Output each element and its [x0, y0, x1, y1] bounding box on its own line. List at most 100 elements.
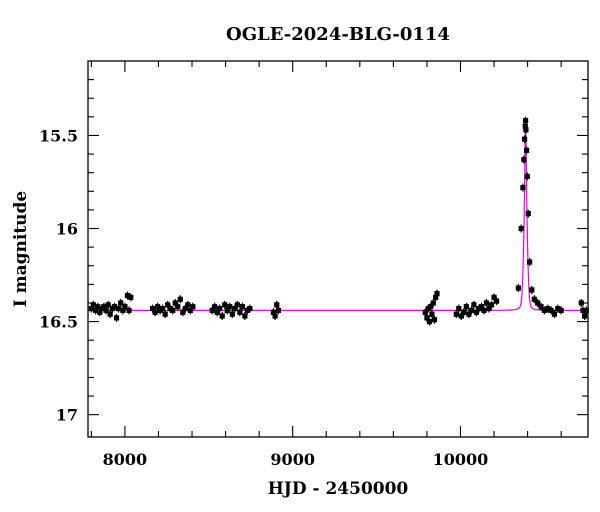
data-point [222, 302, 228, 308]
data-point [118, 300, 124, 306]
data-points [88, 116, 589, 326]
data-point [580, 307, 586, 314]
data-point [209, 307, 215, 314]
data-point [229, 311, 235, 317]
data-point [185, 302, 191, 308]
data-point [95, 304, 101, 310]
axis-ticks [88, 61, 588, 437]
data-point [531, 296, 537, 302]
data-point [493, 298, 500, 304]
data-point [172, 300, 178, 306]
data-point [471, 302, 477, 308]
data-point [515, 285, 521, 291]
data-point [430, 300, 436, 306]
data-point [431, 317, 438, 323]
data-point [177, 296, 183, 302]
y-axis-label: I magnitude [11, 191, 31, 308]
data-point [523, 147, 530, 153]
y-tick-label: 16.5 [39, 313, 78, 332]
data-point [170, 307, 176, 314]
data-point [237, 309, 243, 315]
data-point [548, 307, 554, 314]
data-point [483, 300, 490, 306]
data-point [429, 311, 435, 317]
data-point [518, 225, 524, 232]
data-point [486, 305, 492, 312]
data-point [422, 309, 428, 315]
data-point [578, 300, 584, 306]
chart-title: OGLE-2024-BLG-0114 [226, 24, 450, 45]
data-point [583, 307, 589, 314]
data-point [187, 307, 193, 314]
data-point [160, 305, 166, 312]
data-point [124, 292, 131, 299]
data-point [128, 294, 134, 300]
data-point [453, 311, 459, 317]
x-tick-label: 10000 [433, 450, 489, 469]
data-point [468, 307, 474, 314]
data-point [529, 287, 535, 293]
data-point [424, 315, 430, 321]
data-point [122, 304, 128, 310]
data-point [466, 311, 472, 317]
data-point [239, 304, 245, 310]
data-point [126, 307, 132, 314]
data-point [224, 307, 230, 314]
data-point [120, 307, 126, 314]
data-point [545, 305, 551, 312]
data-point [270, 309, 277, 315]
data-point [232, 305, 238, 312]
model-curve [88, 121, 588, 311]
plot-frame [87, 60, 589, 438]
y-tick-label: 16 [56, 220, 78, 239]
data-point [90, 302, 96, 308]
data-point [113, 315, 120, 321]
data-point [103, 307, 109, 314]
y-tick-label: 15.5 [39, 126, 78, 145]
data-point [535, 300, 541, 306]
data-point [551, 311, 558, 317]
data-point [522, 123, 528, 129]
x-tick-label: 9000 [270, 450, 315, 469]
data-point [214, 309, 220, 315]
data-point [234, 302, 240, 308]
tick-labels: 8000 9000 10000 15.5 16 16.5 17 [39, 126, 488, 469]
data-point [105, 302, 111, 308]
data-point [582, 313, 588, 319]
data-point [520, 184, 526, 191]
data-point [155, 304, 161, 310]
data-point [247, 305, 253, 312]
data-point [162, 311, 168, 317]
data-point [488, 302, 495, 308]
data-point [274, 302, 280, 308]
y-tick-label: 17 [56, 406, 78, 425]
data-point [182, 305, 188, 312]
data-point [538, 304, 544, 310]
data-point [522, 117, 529, 124]
data-point [558, 307, 564, 314]
data-point [212, 304, 218, 310]
data-point [428, 304, 434, 310]
data-point [275, 307, 282, 314]
data-point [481, 307, 487, 314]
data-point [521, 157, 527, 163]
data-point [434, 291, 440, 297]
data-point [101, 304, 107, 310]
x-axis-label: HJD - 2450000 [268, 479, 409, 499]
data-point [175, 304, 181, 310]
data-point [92, 307, 99, 314]
data-point [523, 127, 529, 133]
data-point [227, 304, 233, 310]
data-point [152, 309, 158, 315]
data-point [456, 305, 462, 312]
data-point [433, 294, 439, 300]
data-point [111, 304, 118, 310]
data-point [165, 302, 171, 308]
data-point [473, 309, 480, 315]
data-point [190, 304, 196, 310]
data-point [525, 211, 531, 217]
data-point [272, 313, 278, 319]
data-point [88, 305, 94, 312]
data-point [491, 294, 497, 300]
